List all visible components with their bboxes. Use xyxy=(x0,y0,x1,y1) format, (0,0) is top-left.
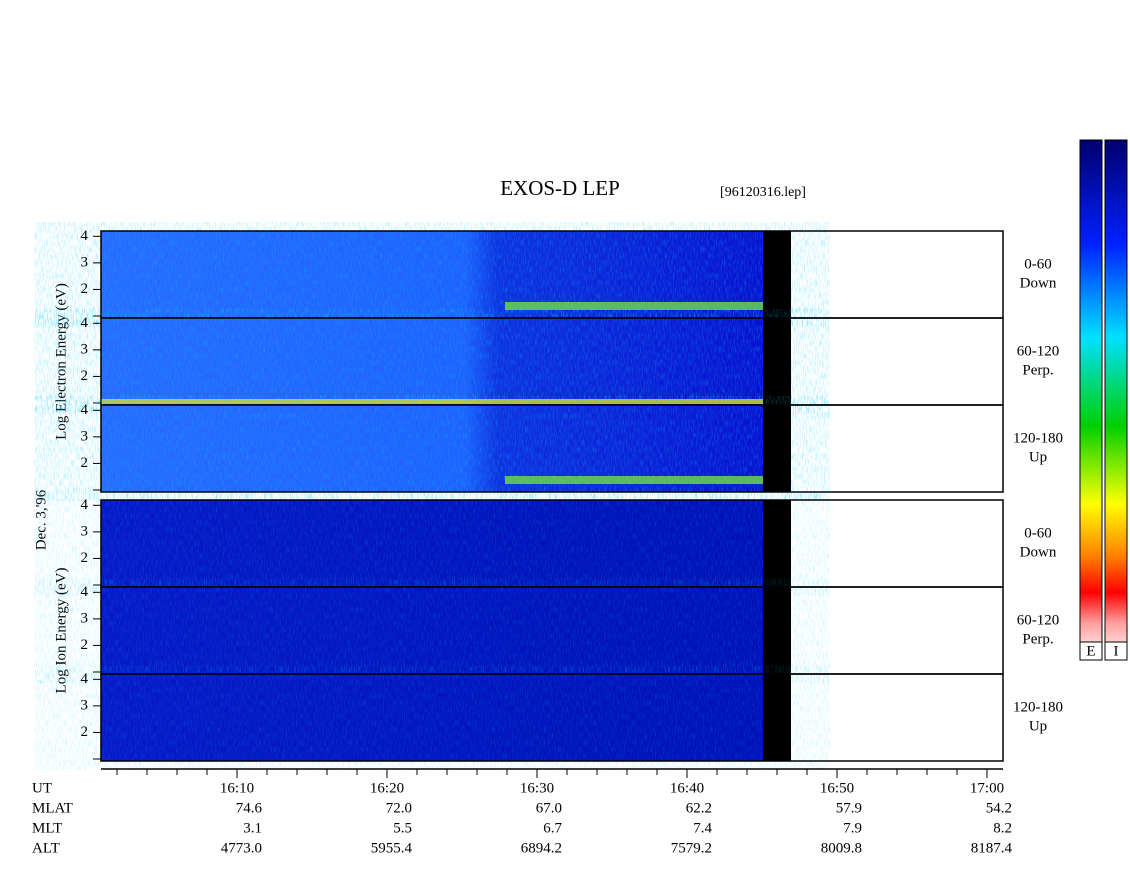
data-gap xyxy=(763,231,791,318)
panel-frame xyxy=(100,404,1004,493)
row-label: MLT xyxy=(32,820,62,836)
spectrogram-noise xyxy=(101,587,763,674)
panel-angle: 120-180 xyxy=(1013,699,1063,715)
y-tick-label: 2 xyxy=(81,550,89,566)
axis-value: 67.0 xyxy=(536,800,562,816)
axis-value: 74.6 xyxy=(236,800,263,816)
axis-value: 6894.2 xyxy=(521,840,562,856)
panel-direction: Up xyxy=(1029,718,1047,734)
spectrogram-band xyxy=(505,476,763,484)
y-tick-label: 2 xyxy=(81,724,89,740)
axis-value: 16:40 xyxy=(670,780,704,796)
axis-value: 16:20 xyxy=(370,780,404,796)
axis-value: 17:00 xyxy=(970,780,1004,796)
y-tick-label: 3 xyxy=(81,697,89,713)
spectrogram-noise xyxy=(101,674,763,761)
y-tick-label: 3 xyxy=(81,523,89,539)
panel-angle: 0-60 xyxy=(1024,256,1052,272)
title: EXOS-D LEP xyxy=(500,176,620,200)
axis-value: 3.1 xyxy=(243,820,262,836)
y-tick-label: 3 xyxy=(81,610,89,626)
y-tick-label: 2 xyxy=(81,637,89,653)
axis-value: 8.2 xyxy=(993,820,1012,836)
row-label: UT xyxy=(32,780,52,796)
data-gap xyxy=(763,318,791,405)
group-label: Log Ion Energy (eV) xyxy=(53,568,69,694)
row-label: MLAT xyxy=(32,800,73,816)
spectrogram-band xyxy=(101,399,763,404)
axis-value: 5.5 xyxy=(393,820,412,836)
data-gap xyxy=(763,405,791,492)
axis-value: 7.9 xyxy=(843,820,862,836)
panel-direction: Up xyxy=(1029,449,1047,465)
colorbar-label-box xyxy=(1079,641,1103,661)
row-label: ALT xyxy=(32,840,60,856)
spectrogram-band xyxy=(505,302,763,310)
colorbar xyxy=(1079,139,1103,661)
data-gap xyxy=(763,500,791,587)
y-tick-label: 4 xyxy=(81,315,89,331)
y-tick-label: 3 xyxy=(81,428,89,444)
panel-direction: Down xyxy=(1020,544,1057,560)
axis-value: 7.4 xyxy=(693,820,712,836)
y-tick-label: 2 xyxy=(81,455,89,471)
axis-value: 4773.0 xyxy=(221,840,262,856)
group-label: Log Electron Energy (eV) xyxy=(53,283,69,440)
axis-value: 54.2 xyxy=(986,800,1012,816)
data-gap xyxy=(763,587,791,674)
axis-value: 72.0 xyxy=(386,800,412,816)
date: Dec. 3,'96 xyxy=(33,489,49,550)
colorbar-label: E xyxy=(1086,643,1095,659)
y-tick-label: 4 xyxy=(81,584,89,600)
y-tick-label: 4 xyxy=(81,228,89,244)
colorbar-label: I xyxy=(1114,643,1119,659)
colorbar-label-box xyxy=(1104,641,1128,661)
axis-value: 8009.8 xyxy=(821,840,862,856)
y-tick-label: 4 xyxy=(81,402,89,418)
panel-angle: 120-180 xyxy=(1013,430,1063,446)
spectrogram-noise xyxy=(101,318,763,405)
axis-value: 16:30 xyxy=(520,780,554,796)
axis-value: 7579.2 xyxy=(671,840,712,856)
spectrogram-noise xyxy=(101,500,763,587)
axis-value: 57.9 xyxy=(836,800,862,816)
axis-value: 8187.4 xyxy=(971,840,1013,856)
panel-direction: Down xyxy=(1020,275,1057,291)
y-tick-label: 3 xyxy=(81,254,89,270)
data-gap xyxy=(763,674,791,761)
panel-angle: 0-60 xyxy=(1024,525,1052,541)
colorbar xyxy=(1104,139,1128,661)
y-tick-label: 3 xyxy=(81,341,89,357)
panel-angle: 60-120 xyxy=(1017,343,1060,359)
y-tick-label: 2 xyxy=(81,281,89,297)
y-tick-label: 2 xyxy=(81,368,89,384)
y-tick-label: 4 xyxy=(81,671,89,687)
panel-angle: 60-120 xyxy=(1017,612,1060,628)
axis-value: 16:10 xyxy=(220,780,254,796)
panel-frame xyxy=(100,673,1004,762)
axis-value: 16:50 xyxy=(820,780,854,796)
axis-value: 62.2 xyxy=(686,800,712,816)
axis-value: 5955.4 xyxy=(371,840,413,856)
file-name: [96120316.lep] xyxy=(720,185,806,200)
y-tick-label: 4 xyxy=(81,497,89,513)
panel-direction: Perp. xyxy=(1022,631,1053,647)
panel-direction: Perp. xyxy=(1022,362,1053,378)
axis-value: 6.7 xyxy=(543,820,562,836)
